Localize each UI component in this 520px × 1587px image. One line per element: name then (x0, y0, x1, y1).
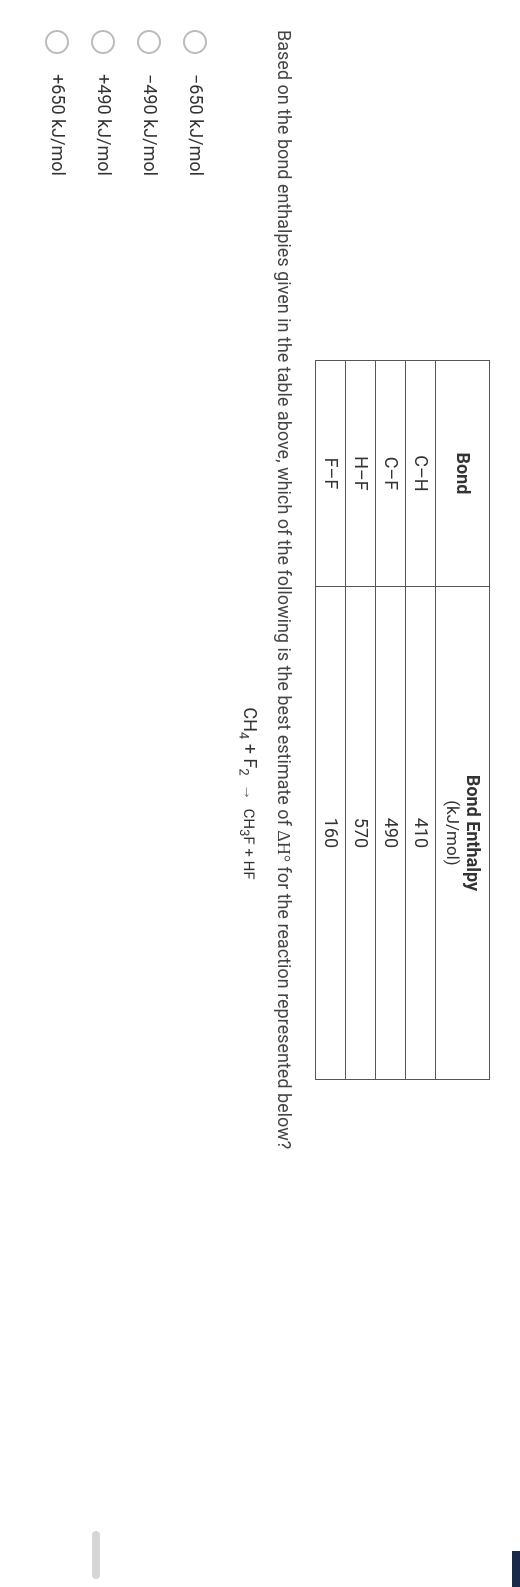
bond-cell: C–H (406, 361, 436, 587)
value-cell: 570 (346, 586, 376, 1079)
col-enthalpy-header: Bond Enthalpy (kJ/mol) (436, 586, 490, 1079)
question-suffix: for the reaction represented below? (273, 862, 294, 1149)
answer-choices: −650 kJ/mol −490 kJ/mol +490 kJ/mol +650… (45, 30, 207, 1557)
reactant-2-sub: 2 (235, 768, 250, 775)
col-bond-header: Bond (436, 361, 490, 587)
plus-2: + (240, 845, 258, 861)
choice-a[interactable]: −650 kJ/mol (183, 30, 207, 1557)
value-cell: 410 (406, 586, 436, 1079)
bond-cell: F–F (316, 361, 346, 587)
product-2: HF (240, 861, 258, 880)
enthalpy-header-unit: (kJ/mol) (442, 597, 462, 1069)
radio-icon[interactable] (137, 30, 161, 54)
choice-d-label: +650 kJ/mol (47, 74, 68, 176)
reactant-1: CH (239, 707, 260, 732)
value-cell: 490 (376, 586, 406, 1079)
bond-enthalpy-table: Bond Bond Enthalpy (kJ/mol) C–H 410 C–F … (315, 360, 490, 1557)
bond-cell: H–F (346, 361, 376, 587)
product-1b: F (240, 836, 258, 844)
reaction-equation: CH4 + F2 → CH3F + HF (235, 30, 260, 1557)
table-row: F–F 160 (316, 361, 346, 1080)
table-row: C–H 410 (406, 361, 436, 1080)
choice-c-label: +490 kJ/mol (93, 74, 114, 176)
table-row: H–F 570 (346, 361, 376, 1080)
product-1: CH (240, 809, 258, 829)
question-text: Based on the bond enthalpies given in th… (270, 30, 297, 1557)
choice-a-label: −650 kJ/mol (185, 74, 206, 176)
value-cell: 160 (316, 586, 346, 1079)
arrow-icon: → (240, 784, 259, 800)
enthalpy-header-text: Bond Enthalpy (462, 775, 483, 891)
radio-icon[interactable] (183, 30, 207, 54)
choice-c[interactable]: +490 kJ/mol (91, 30, 115, 1557)
delta-h-symbol: ΔH° (274, 830, 294, 862)
radio-icon[interactable] (91, 30, 115, 54)
choice-b[interactable]: −490 kJ/mol (137, 30, 161, 1557)
bond-cell: C–F (376, 361, 406, 587)
radio-icon[interactable] (45, 30, 69, 54)
plus-1: + (239, 739, 260, 758)
horizontal-scrollbar[interactable] (92, 1531, 100, 1579)
choice-d[interactable]: +650 kJ/mol (45, 30, 69, 1557)
choice-b-label: −490 kJ/mol (139, 74, 160, 176)
reactant-2: F (239, 758, 260, 768)
table-row: C–F 490 (376, 361, 406, 1080)
question-prefix: Based on the bond enthalpies given in th… (273, 30, 294, 830)
header-accent (512, 1551, 520, 1587)
